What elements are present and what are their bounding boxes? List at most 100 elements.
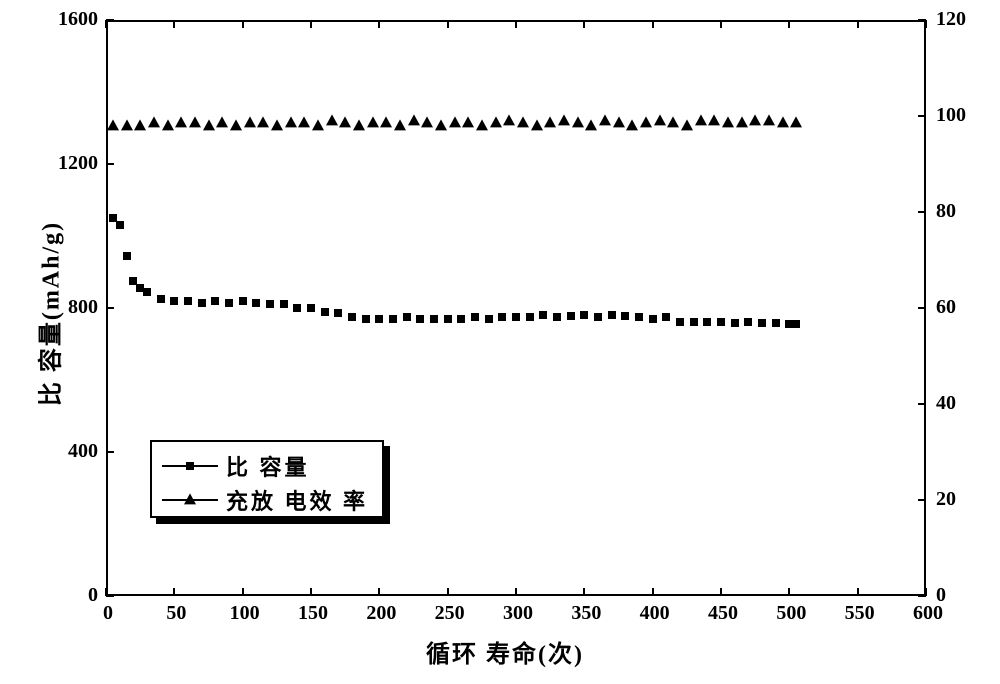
y-right-tick: [918, 307, 926, 309]
y-right-tick-label: 80: [936, 200, 956, 223]
triangle-marker: [298, 117, 310, 128]
triangle-marker: [449, 117, 461, 128]
square-marker: [512, 313, 520, 321]
y-left-tick: [106, 19, 114, 21]
triangle-marker: [626, 119, 638, 130]
triangle-marker: [476, 119, 488, 130]
square-marker: [498, 313, 506, 321]
triangle-marker: [367, 117, 379, 128]
triangle-marker: [613, 117, 625, 128]
y-right-tick-label: 120: [936, 8, 966, 31]
square-marker: [307, 304, 315, 312]
square-marker: [457, 315, 465, 323]
triangle-marker: [558, 114, 570, 125]
square-marker: [676, 318, 684, 326]
x-tick: [310, 588, 312, 596]
triangle-marker: [421, 117, 433, 128]
y-right-tick-label: 40: [936, 392, 956, 415]
triangle-marker: [749, 114, 761, 125]
triangle-marker: [722, 117, 734, 128]
y-right-tick-label: 0: [936, 584, 946, 607]
square-marker: [731, 319, 739, 327]
square-marker: [252, 299, 260, 307]
square-marker: [539, 311, 547, 319]
x-tick: [652, 588, 654, 596]
x-tick: [242, 588, 244, 596]
triangle-marker: [121, 119, 133, 130]
legend-sample: [162, 458, 218, 474]
square-icon: [186, 462, 194, 470]
legend-item: 比 容量: [162, 450, 310, 482]
square-marker: [662, 313, 670, 321]
triangle-marker: [216, 117, 228, 128]
y-right-tick: [918, 595, 926, 597]
y-right-tick: [918, 19, 926, 21]
y-left-tick-label: 1600: [58, 8, 98, 31]
triangle-marker: [257, 117, 269, 128]
square-marker: [334, 309, 342, 317]
y-left-tick: [106, 451, 114, 453]
square-marker: [430, 315, 438, 323]
x-tick: [583, 20, 585, 28]
x-tick: [652, 20, 654, 28]
x-tick: [242, 20, 244, 28]
y-right-tick: [918, 115, 926, 117]
square-marker: [594, 313, 602, 321]
triangle-marker: [763, 114, 775, 125]
x-tick-label: 300: [498, 602, 538, 625]
triangle-marker: [285, 117, 297, 128]
square-marker: [389, 315, 397, 323]
y-left-tick: [106, 163, 114, 165]
triangle-marker: [312, 119, 324, 130]
x-tick-label: 400: [635, 602, 675, 625]
triangle-marker: [394, 119, 406, 130]
square-marker: [580, 311, 588, 319]
triangle-marker: [544, 117, 556, 128]
square-marker: [526, 313, 534, 321]
triangle-marker: [681, 119, 693, 130]
square-marker: [416, 315, 424, 323]
square-marker: [621, 312, 629, 320]
x-tick: [925, 20, 927, 28]
triangle-marker: [585, 119, 597, 130]
square-marker: [157, 295, 165, 303]
triangle-marker: [326, 114, 338, 125]
triangle-marker: [339, 117, 351, 128]
triangle-icon: [184, 493, 196, 504]
square-marker: [485, 315, 493, 323]
triangle-marker: [107, 119, 119, 130]
triangle-marker: [244, 117, 256, 128]
triangle-marker: [736, 117, 748, 128]
x-tick-label: 150: [293, 602, 333, 625]
square-marker: [717, 318, 725, 326]
triangle-marker: [380, 117, 392, 128]
square-marker: [225, 299, 233, 307]
triangle-marker: [148, 117, 160, 128]
legend-label: 比 容量: [226, 450, 310, 482]
x-tick: [378, 588, 380, 596]
triangle-marker: [695, 114, 707, 125]
x-tick: [105, 20, 107, 28]
x-tick-label: 50: [156, 602, 196, 625]
square-marker: [266, 300, 274, 308]
legend-label: 充放 电效 率: [226, 484, 368, 516]
square-marker: [143, 288, 151, 296]
square-marker: [772, 319, 780, 327]
triangle-marker: [353, 119, 365, 130]
triangle-marker: [640, 117, 652, 128]
square-marker: [116, 221, 124, 229]
triangle-marker: [271, 119, 283, 130]
x-tick-label: 350: [566, 602, 606, 625]
triangle-marker: [667, 117, 679, 128]
square-marker: [758, 319, 766, 327]
x-tick: [720, 20, 722, 28]
x-tick: [310, 20, 312, 28]
legend-box: 比 容量充放 电效 率: [150, 440, 384, 518]
triangle-marker: [490, 117, 502, 128]
square-marker: [239, 297, 247, 305]
x-tick: [447, 20, 449, 28]
triangle-marker: [517, 117, 529, 128]
y-right-tick-label: 20: [936, 488, 956, 511]
square-marker: [553, 313, 561, 321]
square-marker: [211, 297, 219, 305]
